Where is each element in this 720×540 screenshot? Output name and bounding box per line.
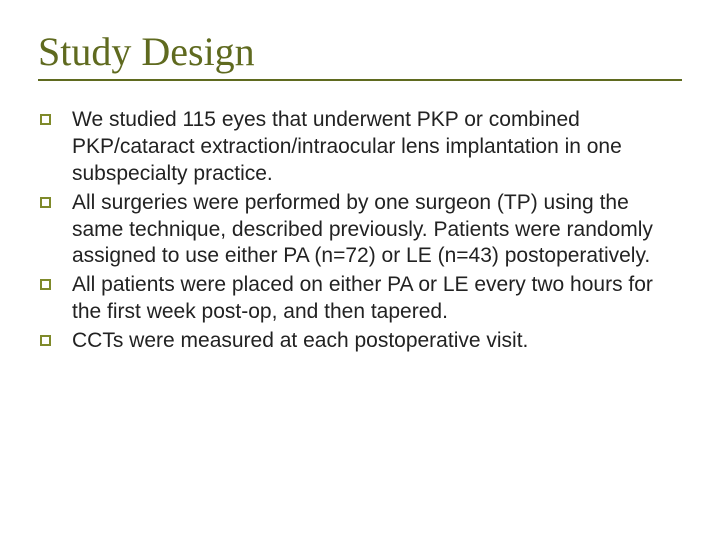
slide-body: We studied 115 eyes that underwent PKP o…	[38, 87, 682, 355]
bullet-icon	[38, 328, 72, 346]
title-wrap: Study Design	[38, 28, 682, 81]
list-item: All patients were placed on either PA or…	[38, 272, 672, 326]
list-item-text: All surgeries were performed by one surg…	[72, 190, 672, 271]
list-item-text: All patients were placed on either PA or…	[72, 272, 672, 326]
bullet-icon	[38, 107, 72, 125]
list-item: We studied 115 eyes that underwent PKP o…	[38, 107, 672, 188]
slide-title: Study Design	[38, 28, 682, 75]
list-item-text: We studied 115 eyes that underwent PKP o…	[72, 107, 672, 188]
bullet-icon	[38, 272, 72, 290]
slide: Study Design We studied 115 eyes that un…	[0, 0, 720, 540]
list-item-text: CCTs were measured at each postoperative…	[72, 328, 672, 355]
bullet-icon	[38, 190, 72, 208]
title-rule	[38, 79, 682, 81]
list-item: CCTs were measured at each postoperative…	[38, 328, 672, 355]
list-item: All surgeries were performed by one surg…	[38, 190, 672, 271]
